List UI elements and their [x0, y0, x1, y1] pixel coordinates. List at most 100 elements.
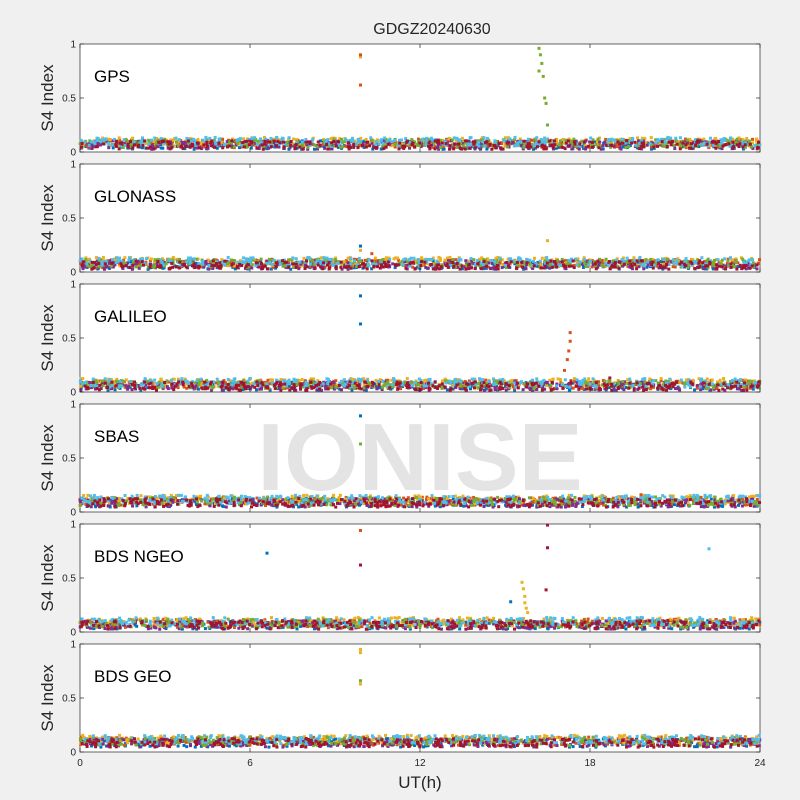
background-point	[118, 141, 122, 145]
background-point	[720, 265, 724, 269]
background-point	[597, 146, 601, 150]
background-point	[352, 143, 356, 147]
background-point	[275, 142, 279, 146]
background-point	[239, 386, 243, 390]
background-point	[242, 137, 246, 141]
background-point	[439, 385, 443, 389]
background-point	[302, 143, 306, 147]
background-point	[603, 259, 607, 263]
background-point	[556, 262, 560, 266]
background-point	[316, 145, 320, 149]
background-point	[327, 144, 331, 148]
background-point	[587, 377, 591, 381]
y-tick-label: 1	[70, 160, 76, 171]
background-point	[700, 381, 704, 385]
background-point	[737, 144, 741, 148]
background-point	[715, 267, 719, 271]
background-point	[320, 259, 324, 263]
background-point	[660, 140, 664, 144]
background-point	[249, 264, 253, 268]
background-point	[199, 142, 203, 146]
background-point	[364, 388, 368, 392]
background-point	[117, 136, 121, 140]
background-point	[425, 260, 429, 264]
background-point	[87, 143, 91, 147]
background-point	[435, 259, 439, 263]
background-point	[422, 379, 426, 383]
background-point	[196, 137, 200, 141]
background-point	[395, 384, 399, 388]
background-point	[174, 265, 178, 269]
background-point	[151, 144, 155, 148]
background-point	[150, 143, 154, 147]
background-point	[338, 140, 342, 144]
background-point	[496, 379, 500, 383]
background-point	[669, 136, 673, 140]
background-point	[755, 267, 759, 271]
background-point	[251, 381, 255, 385]
background-point	[98, 379, 102, 383]
background-point	[577, 385, 581, 389]
background-point	[618, 382, 622, 386]
background-point	[263, 139, 267, 143]
background-point	[615, 138, 619, 142]
background-point	[606, 263, 610, 267]
background-point	[127, 256, 131, 260]
background-point	[532, 144, 536, 148]
background-point	[728, 256, 732, 260]
background-point	[504, 388, 508, 392]
background-point	[686, 265, 690, 269]
y-tick-label: 0.5	[62, 214, 76, 225]
background-point	[440, 263, 444, 267]
background-point	[572, 263, 576, 267]
background-point	[281, 259, 285, 263]
background-point	[690, 263, 694, 267]
background-point	[241, 388, 245, 392]
background-point	[539, 137, 543, 141]
background-point	[445, 256, 449, 260]
background-point	[316, 258, 320, 262]
background-point	[265, 259, 269, 263]
background-point	[411, 265, 415, 269]
background-point	[214, 262, 218, 266]
background-point	[280, 138, 284, 142]
background-point	[452, 136, 456, 140]
background-point	[756, 146, 760, 150]
spike-point	[546, 239, 549, 243]
spike-point	[359, 244, 362, 248]
background-point	[494, 146, 498, 150]
background-point	[385, 382, 389, 386]
background-point	[400, 138, 404, 142]
background-point	[391, 143, 395, 147]
background-point	[108, 138, 112, 142]
background-point	[582, 383, 586, 387]
background-point	[274, 266, 278, 270]
background-point	[226, 262, 230, 266]
background-point	[489, 258, 493, 262]
background-point	[99, 386, 103, 390]
background-point	[222, 142, 226, 146]
background-point	[332, 140, 336, 144]
background-point	[639, 262, 643, 266]
background-point	[367, 264, 371, 268]
background-point	[382, 384, 386, 388]
background-point	[252, 141, 256, 145]
background-point	[246, 386, 250, 390]
background-point	[663, 141, 667, 145]
background-point	[160, 140, 164, 144]
background-point	[748, 386, 752, 390]
background-point	[687, 263, 691, 267]
background-point	[445, 262, 449, 266]
background-point	[122, 258, 126, 262]
background-point	[477, 382, 481, 386]
background-point	[117, 260, 121, 264]
background-point	[300, 143, 304, 147]
background-point	[684, 260, 688, 264]
background-point	[383, 380, 387, 384]
background-point	[545, 261, 549, 265]
background-point	[396, 256, 400, 260]
background-point	[79, 384, 83, 388]
background-point	[161, 263, 165, 267]
panel-label: GPS	[94, 67, 130, 86]
